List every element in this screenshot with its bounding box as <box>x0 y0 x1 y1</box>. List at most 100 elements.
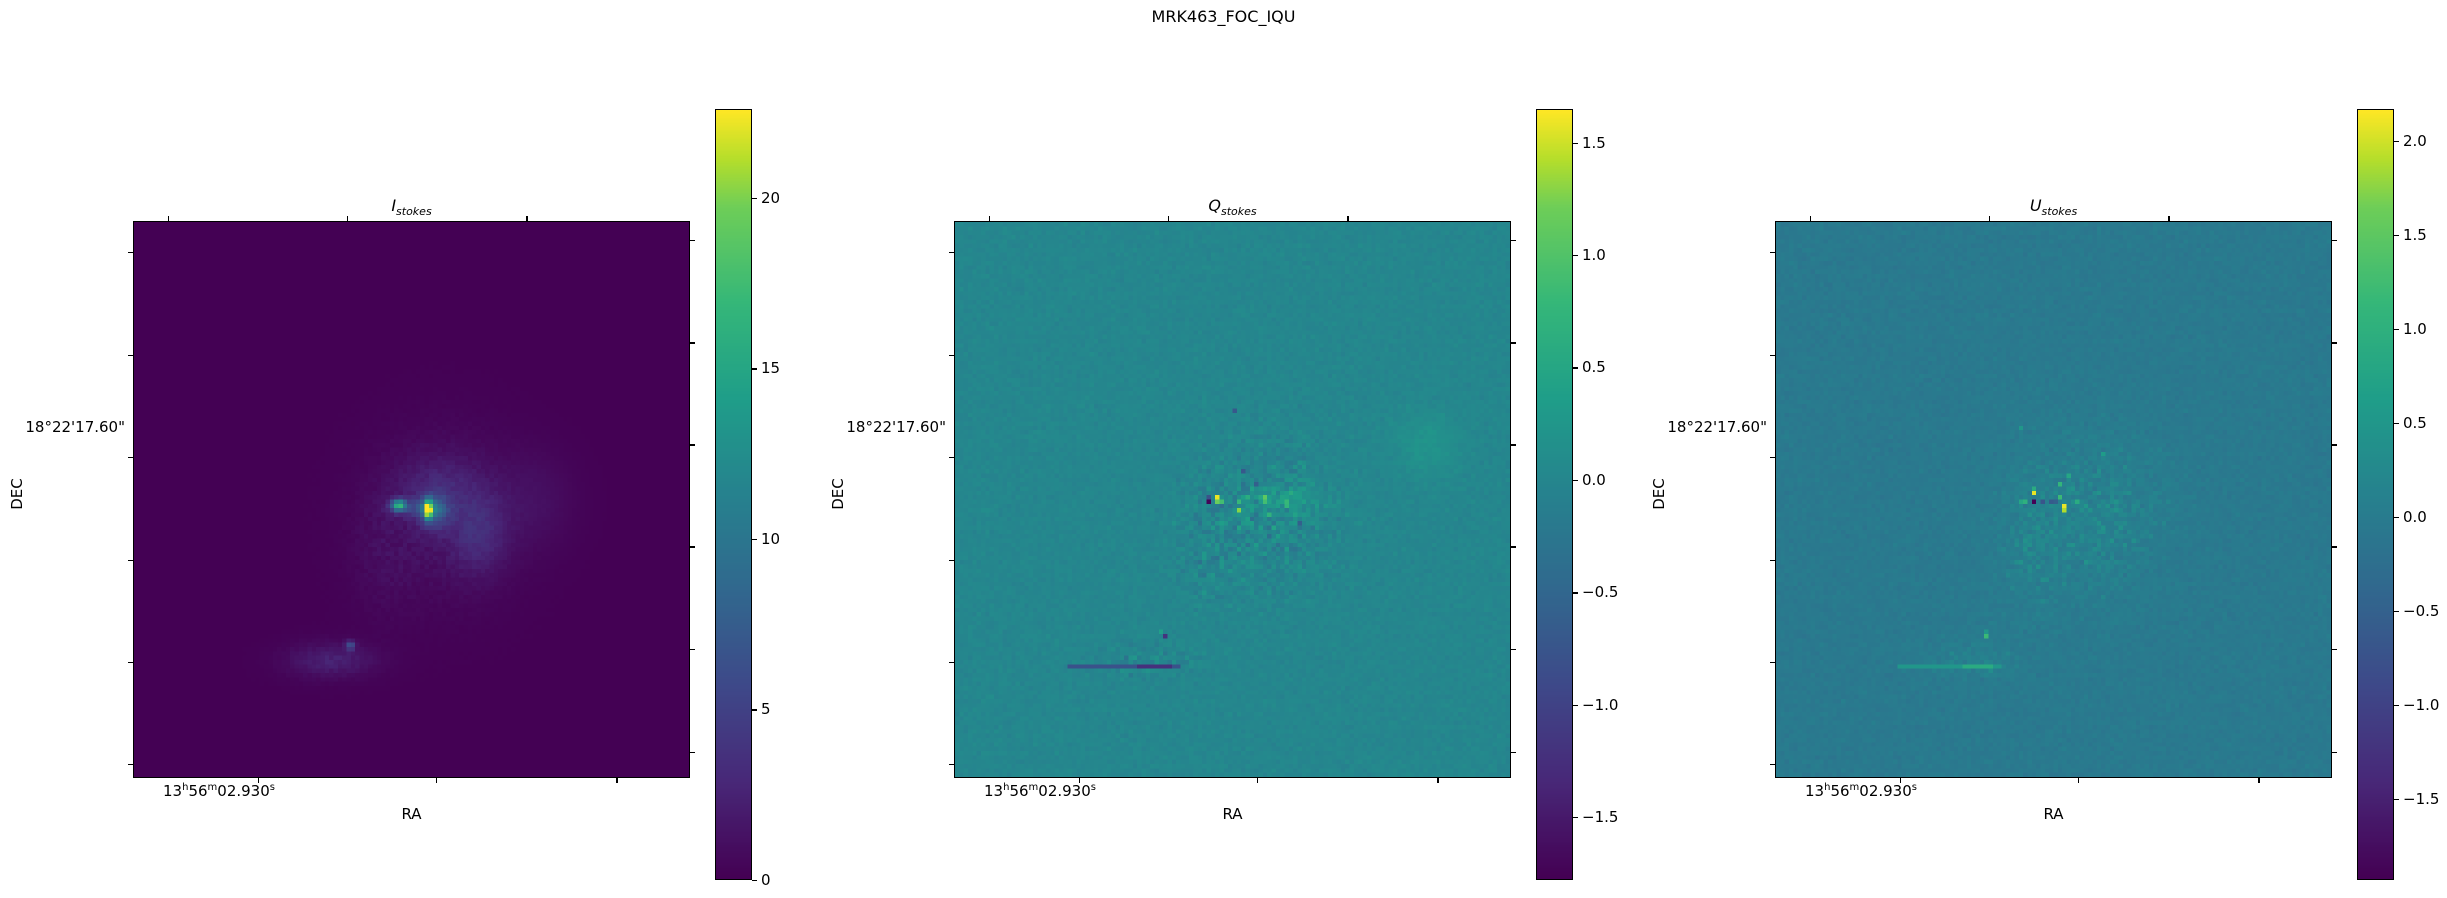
title-subscript: stokes <box>396 205 432 218</box>
colorbar-tick <box>752 368 757 370</box>
colorbar-tick <box>1573 142 1578 144</box>
x-axis-label: RA <box>401 805 422 823</box>
y-tick-right <box>1511 444 1516 446</box>
axes-title: Qstokes <box>1208 196 1256 218</box>
colorbar-tick <box>1573 367 1578 369</box>
y-tick <box>949 457 954 459</box>
image-axes[interactable] <box>133 221 690 778</box>
x-tick-top <box>1347 216 1349 221</box>
colorbar-tick-label: 0.5 <box>2403 414 2427 433</box>
axes-title: Istokes <box>391 196 431 218</box>
y-tick-right <box>1511 751 1516 754</box>
y-tick <box>128 661 133 663</box>
colorbar-tick <box>1573 592 1578 594</box>
x-tick <box>1899 778 1902 783</box>
y-tick-right <box>690 546 695 548</box>
figure-title: MRK463_FOC_IQU <box>1151 7 1296 26</box>
colorbar-tick-label: −0.5 <box>1582 583 1619 602</box>
colorbar-tick <box>1573 704 1578 706</box>
colorbar-tick-label: 1.5 <box>1582 133 1606 152</box>
y-tick-right <box>690 648 695 651</box>
colorbar-tick <box>752 538 757 541</box>
colorbar <box>715 109 752 880</box>
y-tick-right <box>690 239 695 242</box>
y-tick <box>1770 354 1775 356</box>
y-tick-right <box>2332 648 2337 651</box>
title-symbol: I <box>391 196 397 215</box>
x-tick-top <box>167 216 169 221</box>
colorbar-tick-label: 20 <box>761 188 781 207</box>
x-tick-label: 13h56m02.930s <box>1805 782 1917 800</box>
colorbar-tick-label: 10 <box>761 529 781 548</box>
y-tick-right <box>1511 648 1516 651</box>
image-axes[interactable] <box>954 221 1511 778</box>
y-tick-right <box>690 342 695 344</box>
colorbar-tick <box>2394 234 2399 237</box>
x-tick <box>2258 778 2260 783</box>
colorbar-tick <box>2394 799 2399 801</box>
y-tick <box>949 252 954 254</box>
y-tick-right <box>1511 342 1516 344</box>
colorbar-gradient <box>716 110 751 879</box>
y-tick <box>128 354 133 356</box>
y-tick-right <box>2332 239 2337 242</box>
y-tick-right <box>2332 444 2337 446</box>
y-tick <box>128 457 133 459</box>
y-tick-right <box>2332 751 2337 754</box>
x-tick <box>436 778 438 783</box>
image-axes[interactable] <box>1775 221 2332 778</box>
x-tick-top <box>1167 216 1170 221</box>
colorbar-tick-label: 1.0 <box>2403 320 2427 339</box>
x-tick <box>2078 778 2080 783</box>
y-tick <box>949 559 954 561</box>
colorbar <box>2357 109 2394 880</box>
colorbar-tick-label: 1.5 <box>2403 225 2427 244</box>
x-axis-label: RA <box>1222 805 1243 823</box>
title-symbol: U <box>2029 196 2042 215</box>
x-tick-top <box>1988 216 1991 221</box>
y-tick-right <box>2332 342 2337 344</box>
y-tick <box>949 354 954 356</box>
colorbar-tick-label: −1.5 <box>2403 790 2440 809</box>
y-tick <box>949 764 954 766</box>
colorbar-tick <box>2394 611 2399 613</box>
colorbar-tick-label: −1.0 <box>1582 695 1619 714</box>
y-tick <box>1770 764 1775 766</box>
colorbar-tick-label: 0.0 <box>2403 508 2427 527</box>
x-tick <box>257 778 260 783</box>
y-tick <box>1770 661 1775 663</box>
x-tick <box>1437 778 1439 783</box>
x-tick-label: 13h56m02.930s <box>163 782 275 800</box>
colorbar-tick-label: 0.0 <box>1582 470 1606 489</box>
colorbar-tick <box>2394 329 2399 331</box>
y-axis-label: DEC <box>1650 478 1668 510</box>
heatmap-image <box>955 222 1510 777</box>
panel-i-stokes: Istokes 18°22'17.60" 13h56m02.930s RA DEC 0 5 1… <box>0 0 820 898</box>
title-subscript: stokes <box>2041 205 2078 218</box>
y-tick <box>1770 559 1775 561</box>
heatmap-image <box>1776 222 2331 777</box>
colorbar-tick-label: 0 <box>761 871 771 889</box>
colorbar-tick-label: 0.5 <box>1582 358 1606 377</box>
colorbar-gradient <box>1537 110 1572 879</box>
x-tick-top <box>346 216 349 221</box>
axes-title: Ustokes <box>2030 196 2077 218</box>
y-tick <box>128 764 133 766</box>
colorbar-tick-label: −1.0 <box>2403 696 2440 715</box>
colorbar-tick <box>1573 817 1578 819</box>
colorbar-tick-label: 15 <box>761 359 781 378</box>
x-tick <box>616 778 618 783</box>
y-tick-label: 18°22'17.60" <box>846 418 946 436</box>
y-tick-right <box>690 751 695 754</box>
x-tick-top <box>988 216 990 221</box>
colorbar-tick-label: 1.0 <box>1582 246 1606 265</box>
y-tick-right <box>1511 546 1516 548</box>
y-tick-label: 18°22'17.60" <box>1667 418 1767 436</box>
colorbar-tick-label: 5 <box>761 700 771 719</box>
colorbar-tick-label: −0.5 <box>2403 602 2440 621</box>
y-tick-right <box>690 444 695 446</box>
panel-u-stokes: Ustokes 18°22'17.60" 13h56m02.930s RA DEC −1.… <box>1642 0 2447 898</box>
y-tick-right <box>1511 239 1516 242</box>
colorbar-tick <box>752 197 757 199</box>
x-tick <box>1078 778 1081 783</box>
